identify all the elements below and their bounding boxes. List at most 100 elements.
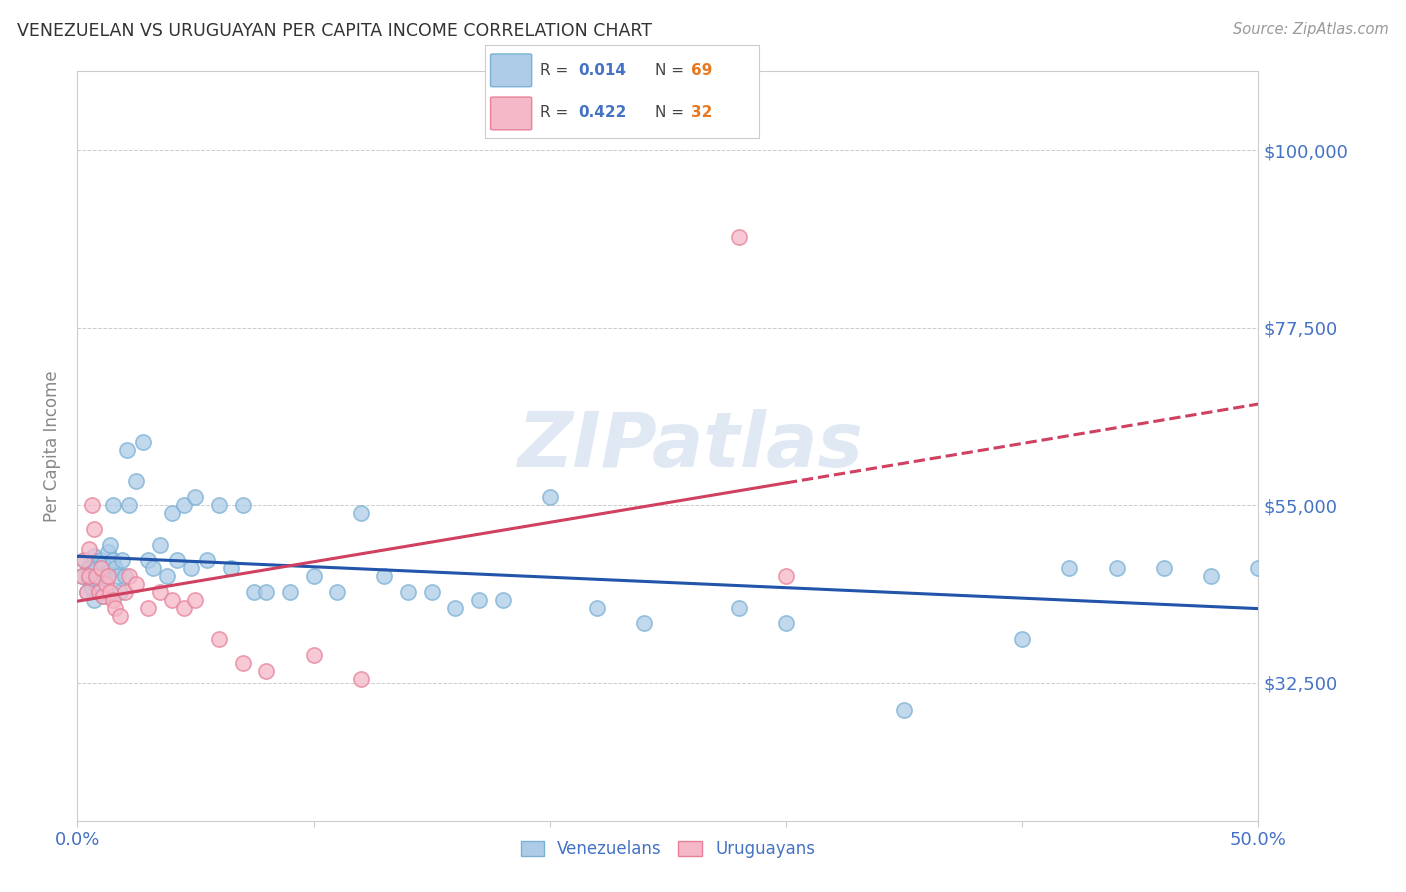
Point: [80, 498, 103, 512]
Point: [136, 600, 159, 615]
Point: [586, 600, 609, 615]
Point: [91, 558, 114, 572]
Text: 32: 32: [690, 105, 711, 120]
Point: [468, 592, 491, 607]
Point: [97, 545, 120, 559]
Point: [775, 616, 797, 631]
Point: [278, 585, 301, 599]
Point: [108, 585, 131, 599]
Point: [101, 592, 124, 607]
Point: [97, 565, 120, 579]
Point: [76, 585, 98, 599]
Point: [104, 561, 127, 575]
Point: [94, 577, 117, 591]
Point: [775, 569, 797, 583]
Point: [166, 553, 188, 567]
Point: [91, 589, 114, 603]
Point: [302, 648, 325, 662]
Text: 0.422: 0.422: [578, 105, 627, 120]
Point: [101, 498, 124, 512]
Y-axis label: Per Capita Income: Per Capita Income: [44, 370, 62, 522]
Point: [83, 522, 105, 536]
Point: [232, 656, 254, 670]
Text: N =: N =: [655, 105, 689, 120]
Point: [373, 569, 395, 583]
Text: R =: R =: [540, 105, 574, 120]
Point: [70, 569, 93, 583]
Point: [87, 585, 110, 599]
Point: [727, 230, 749, 244]
Point: [633, 616, 655, 631]
Point: [84, 561, 107, 575]
Point: [87, 585, 110, 599]
Point: [73, 553, 96, 567]
Point: [173, 600, 195, 615]
Point: [104, 600, 127, 615]
Point: [208, 498, 231, 512]
Legend: Venezuelans, Uruguayans: Venezuelans, Uruguayans: [513, 833, 823, 864]
Text: N =: N =: [655, 62, 689, 78]
Point: [77, 541, 100, 556]
Point: [727, 600, 749, 615]
Point: [111, 553, 134, 567]
Point: [83, 592, 105, 607]
Point: [420, 585, 443, 599]
Point: [114, 569, 136, 583]
Point: [184, 592, 207, 607]
Point: [208, 632, 231, 647]
Point: [350, 506, 373, 520]
FancyBboxPatch shape: [491, 54, 531, 87]
Point: [350, 672, 373, 686]
Point: [173, 498, 195, 512]
Point: [160, 592, 183, 607]
Point: [1105, 561, 1128, 575]
Point: [1059, 561, 1081, 575]
Text: Source: ZipAtlas.com: Source: ZipAtlas.com: [1233, 22, 1389, 37]
Point: [80, 565, 103, 579]
Point: [118, 498, 141, 512]
Point: [73, 553, 96, 567]
Text: 69: 69: [690, 62, 711, 78]
Point: [97, 569, 120, 583]
Point: [149, 585, 172, 599]
Point: [77, 569, 100, 583]
Point: [444, 600, 467, 615]
Point: [1011, 632, 1033, 647]
Point: [118, 569, 141, 583]
Point: [77, 573, 100, 587]
Point: [90, 577, 112, 591]
Text: R =: R =: [540, 62, 574, 78]
Point: [91, 589, 114, 603]
Point: [94, 569, 117, 583]
Point: [219, 561, 242, 575]
Point: [100, 585, 122, 599]
Point: [132, 435, 155, 450]
Point: [87, 569, 110, 583]
Text: ZIPatlas: ZIPatlas: [519, 409, 865, 483]
Point: [80, 581, 103, 595]
Point: [1199, 569, 1222, 583]
Point: [302, 569, 325, 583]
Point: [1153, 561, 1175, 575]
Point: [136, 553, 159, 567]
Point: [254, 585, 277, 599]
Point: [160, 506, 183, 520]
Point: [149, 538, 172, 552]
Point: [107, 569, 129, 583]
Point: [77, 561, 100, 575]
Point: [180, 561, 202, 575]
Point: [125, 577, 148, 591]
Point: [115, 442, 138, 457]
Point: [142, 561, 165, 575]
Point: [125, 475, 148, 489]
Point: [1247, 561, 1270, 575]
Point: [538, 490, 561, 504]
Point: [114, 585, 136, 599]
Point: [101, 553, 124, 567]
Point: [326, 585, 349, 599]
FancyBboxPatch shape: [491, 97, 531, 130]
Point: [156, 569, 179, 583]
Point: [893, 703, 915, 717]
Point: [90, 561, 112, 575]
Point: [84, 577, 107, 591]
